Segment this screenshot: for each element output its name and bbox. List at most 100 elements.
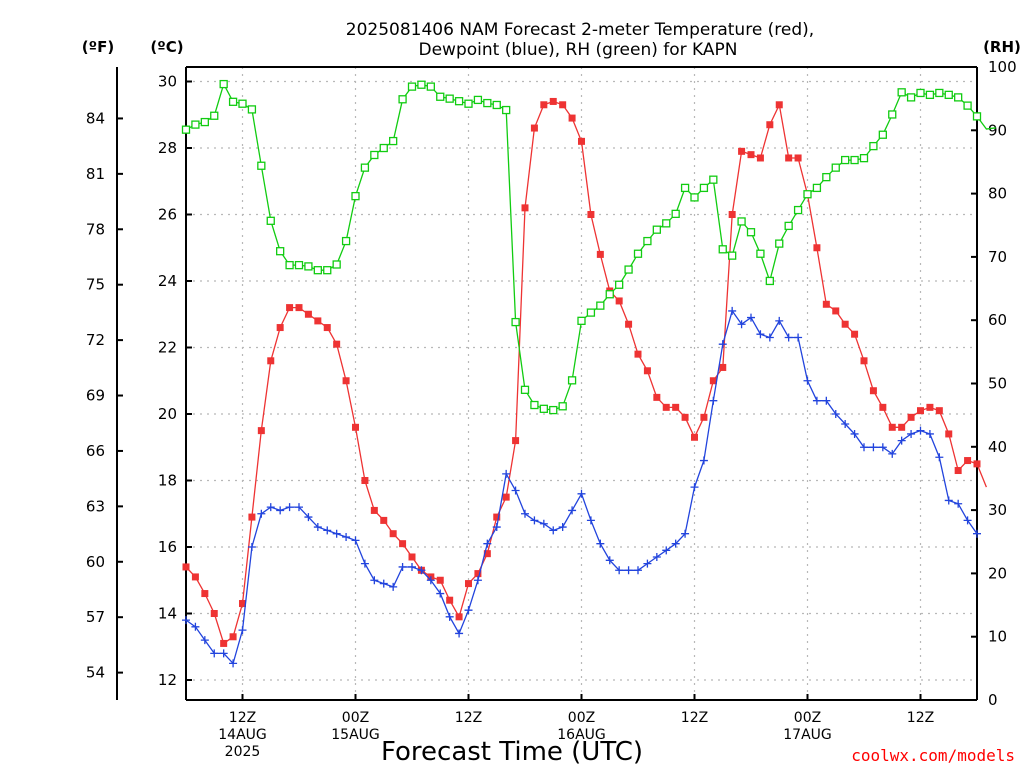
dewpoint-point: [276, 506, 285, 515]
dewpoint-point: [549, 526, 558, 535]
rh-point: [690, 193, 699, 202]
dewpoint-point: [812, 396, 821, 405]
x-tick-label: 2025: [225, 744, 261, 760]
rh-point: [671, 209, 680, 219]
rh-point: [906, 93, 916, 102]
dewpoint-point: [351, 536, 360, 545]
rh-point: [304, 262, 313, 271]
temperature-point: [493, 513, 501, 521]
temperature-point: [917, 407, 924, 415]
rh-point: [210, 111, 219, 120]
temperature-point: [681, 413, 689, 421]
fahrenheit-tick-label: 72: [86, 331, 105, 349]
temperature-point: [342, 377, 350, 385]
dewpoint-point: [869, 443, 878, 452]
rh-point: [737, 217, 746, 226]
temperature-point: [333, 340, 341, 348]
dewpoint-point: [756, 330, 765, 339]
rh-point: [351, 191, 360, 201]
rh-point: [276, 247, 285, 256]
chart-title-line1: 2025081406 NAM Forecast 2-meter Temperat…: [346, 20, 814, 40]
rh-point: [492, 100, 501, 110]
dewpoint-point: [897, 436, 906, 445]
rh-point: [473, 95, 483, 105]
dewpoint-point: [229, 659, 238, 668]
temperature-point: [352, 423, 359, 431]
dewpoint-point: [568, 506, 577, 515]
dewpoint-point: [605, 556, 614, 565]
rh-point: [728, 251, 737, 260]
rh-point: [398, 95, 407, 104]
x-tick-label: 14AUG: [218, 727, 267, 743]
temperature-point: [775, 101, 783, 109]
dewpoint-point: [737, 320, 746, 329]
rh-point: [539, 404, 548, 413]
temperature-point: [436, 576, 444, 584]
fahrenheit-tick-label: 84: [86, 109, 105, 127]
rh-tick-label: 70: [988, 248, 1007, 266]
x-tick-label: 12Z: [455, 710, 482, 726]
fahrenheit-tick-label: 75: [86, 276, 105, 294]
celsius-tick-label: 28: [158, 139, 177, 157]
x-tick-label: 12Z: [907, 710, 934, 726]
dewpoint-point: [925, 429, 934, 438]
rh-point: [257, 161, 266, 170]
dewpoint-point: [718, 340, 727, 349]
rh-point: [765, 276, 774, 286]
temperature-point: [662, 403, 670, 411]
temperature-point: [945, 430, 953, 438]
dewpoint-point: [954, 499, 963, 508]
temperature-point: [549, 97, 557, 105]
rh-point: [756, 249, 765, 258]
temperature-point: [361, 477, 369, 484]
dewpoint-point: [304, 513, 313, 522]
rh-point: [426, 82, 435, 91]
temperature-point: [191, 573, 199, 581]
temperature-point: [257, 427, 265, 435]
rh-point: [963, 101, 972, 110]
rh-point: [228, 97, 238, 106]
rh-point: [643, 236, 652, 246]
temperature-point: [709, 377, 717, 385]
rh-point: [323, 266, 332, 275]
dewpoint-point: [634, 566, 642, 575]
temperature-point: [229, 633, 237, 641]
rh-point: [417, 80, 426, 89]
temperature-point: [794, 154, 802, 162]
temperature-point: [832, 307, 840, 315]
rh-point: [831, 163, 840, 172]
rh-point: [812, 183, 822, 193]
rh-point: [502, 105, 511, 115]
temperature-point: [483, 550, 491, 558]
temperature-point: [474, 570, 482, 578]
dewpoint-point: [238, 626, 247, 635]
dewpoint-point: [916, 426, 925, 435]
rh-point: [549, 405, 558, 415]
temperature-point: [747, 151, 755, 159]
temperature-point: [964, 457, 972, 465]
temperature-point: [879, 403, 887, 411]
celsius-tick-label: 30: [158, 73, 177, 91]
rh-tick-label: 90: [988, 121, 1007, 139]
fahrenheit-tick-label: 78: [86, 220, 105, 238]
temperature-point: [822, 300, 830, 308]
dewpoint-point: [784, 333, 793, 342]
dewpoint-point: [502, 469, 511, 478]
dewpoint-point: [389, 582, 398, 591]
rh-point: [379, 143, 388, 153]
dewpoint-point: [360, 559, 369, 568]
rh-point: [746, 228, 756, 237]
temperature-line: [185, 100, 988, 645]
source-credit: coolwx.com/models: [851, 746, 1015, 765]
temperature-point: [455, 613, 463, 621]
rh-point: [935, 88, 944, 98]
temperature-point: [756, 154, 764, 162]
dewpoint-point: [841, 419, 850, 428]
temperature-point: [625, 320, 633, 328]
dewpoint-point: [530, 516, 539, 525]
rh-point: [633, 249, 643, 258]
temperature-point: [578, 137, 585, 145]
dewpoint-point: [643, 559, 652, 568]
rh-point: [841, 155, 850, 165]
x-axis-title: Forecast Time (UTC): [381, 737, 643, 767]
